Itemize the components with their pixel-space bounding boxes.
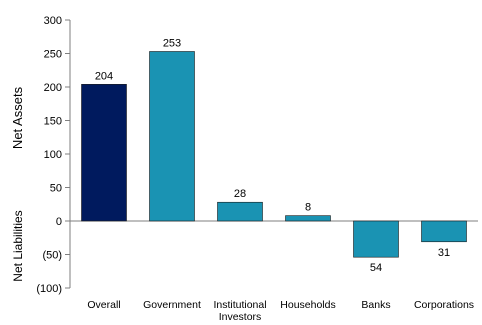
y-tick-label: 100 bbox=[44, 149, 62, 161]
bar-government bbox=[149, 51, 195, 222]
x-tick-labels: Overall Government Institutional Investors H… bbox=[87, 299, 474, 323]
data-label: 204 bbox=[95, 70, 113, 82]
y-tick-label: 50 bbox=[50, 183, 62, 195]
top-edge bbox=[0, 0, 482, 1]
data-label: 54 bbox=[370, 262, 382, 274]
bar-overall bbox=[81, 84, 127, 222]
bar-institutional bbox=[217, 201, 263, 222]
y-axis-label-net-liabilities: Net Liabilities bbox=[11, 210, 25, 281]
y-axis-label-net-assets: Net Assets bbox=[10, 86, 25, 149]
data-label: 31 bbox=[438, 247, 450, 259]
y-tick-label: 150 bbox=[44, 116, 62, 128]
y-tick-label: 300 bbox=[44, 15, 62, 27]
bars bbox=[81, 51, 467, 258]
y-tick-label: 0 bbox=[56, 216, 62, 228]
bar-corporations bbox=[421, 220, 467, 243]
x-tick-label: Banks bbox=[361, 299, 390, 311]
y-tick-label: (100) bbox=[36, 283, 62, 295]
axes bbox=[65, 19, 478, 289]
x-tick-label: Overall bbox=[87, 299, 120, 311]
x-tick-label: Government bbox=[143, 299, 201, 311]
y-tick-label: 200 bbox=[44, 82, 62, 94]
y-tick-label: (50) bbox=[42, 250, 62, 262]
y-tick-labels: 300 250 200 150 100 50 0 (50) (100) bbox=[36, 15, 62, 295]
data-label: 28 bbox=[234, 188, 246, 200]
data-labels: 204 253 28 8 54 31 bbox=[95, 37, 450, 274]
bar-households bbox=[285, 215, 331, 222]
x-tick-label: Institutional Investors bbox=[213, 299, 266, 320]
bar-banks bbox=[353, 220, 399, 258]
x-tick-label: Corporations bbox=[414, 299, 474, 311]
y-tick-label: 250 bbox=[44, 49, 62, 61]
data-label: 8 bbox=[305, 202, 311, 214]
data-label: 253 bbox=[163, 37, 181, 49]
x-tick-label: Households bbox=[280, 299, 335, 311]
